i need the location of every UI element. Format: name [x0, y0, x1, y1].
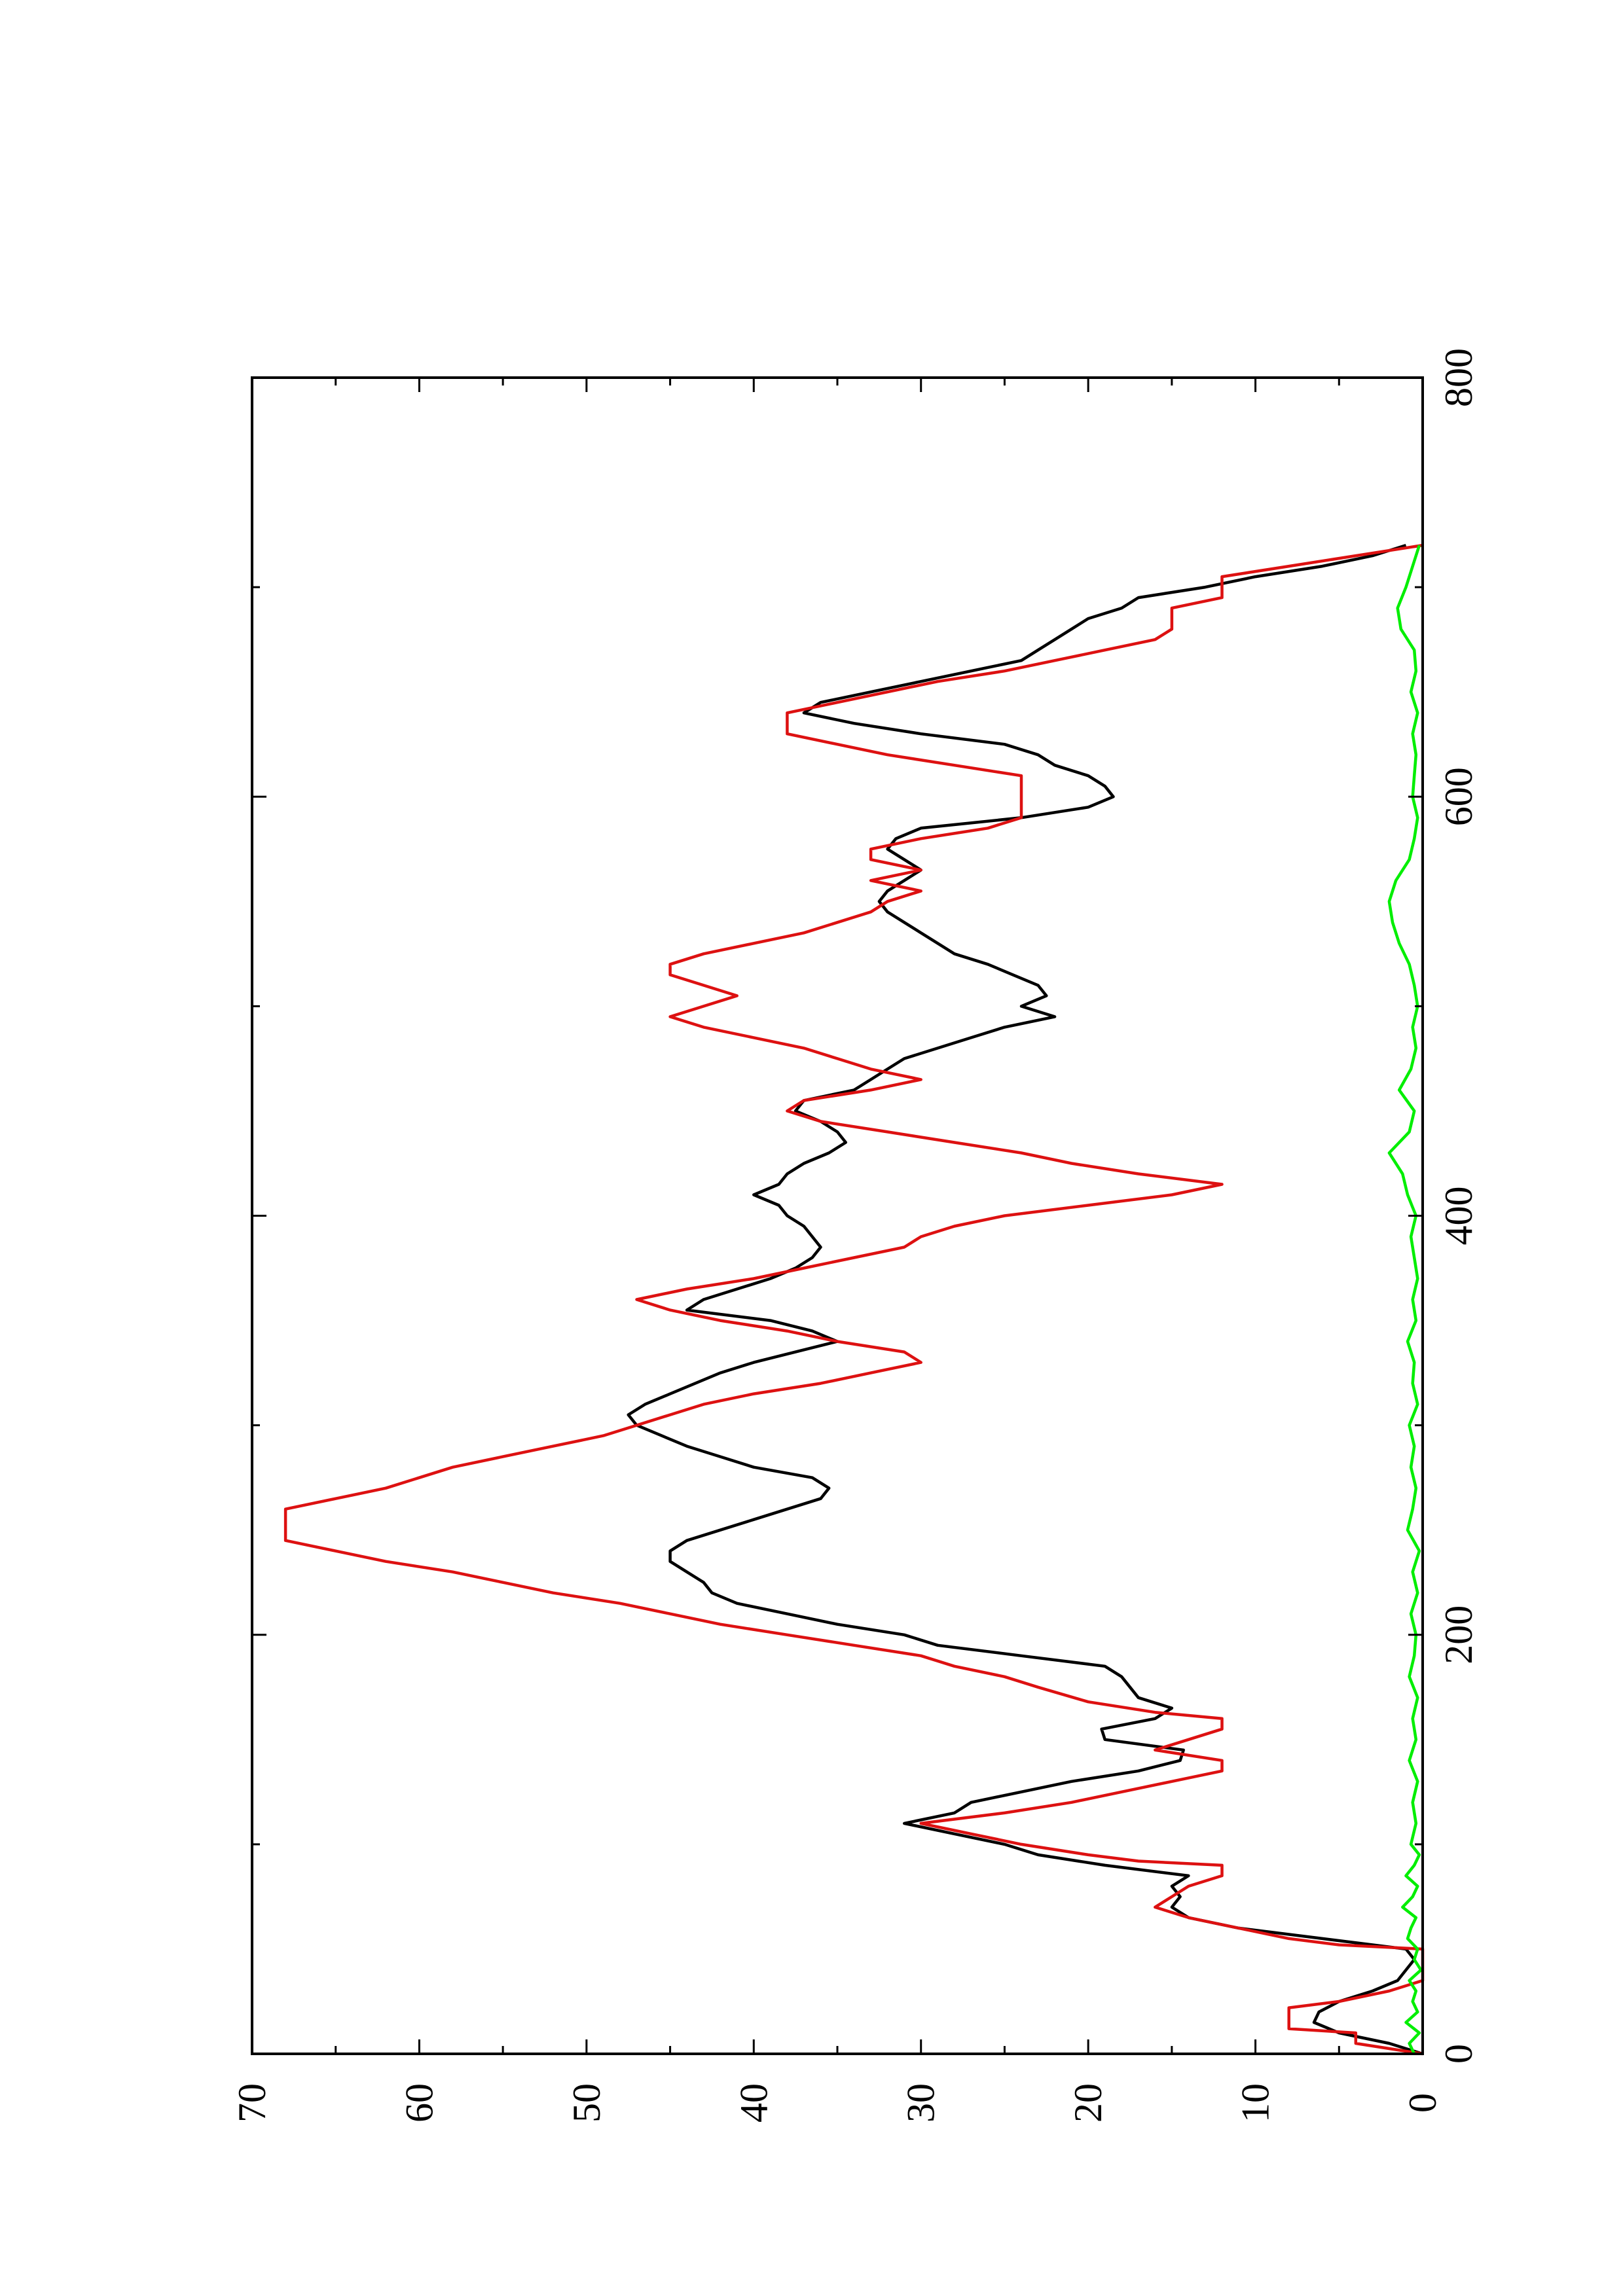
x-tick-label: 200: [1437, 1605, 1480, 1664]
y-tick-label: 60: [397, 2083, 441, 2123]
x-tick-label: 800: [1437, 348, 1480, 407]
plot-frame: [251, 376, 1424, 2055]
tick-layer: [251, 376, 1424, 2055]
series-layer: [283, 543, 1425, 2056]
series-3-line: [1387, 545, 1423, 2054]
x-tick-label: 0: [1437, 2044, 1480, 2064]
y-tick-label: 70: [230, 2083, 274, 2123]
y-tick-label: 30: [900, 2083, 943, 2123]
y-tick-label: 20: [1067, 2083, 1110, 2123]
label-layer: 0 200 400 600 800 0 10 20 30 40 50 60 70: [230, 348, 1480, 2123]
series-2-line: [283, 543, 1425, 2056]
x-tick-label: 400: [1437, 1187, 1480, 1246]
y-tick-label: 50: [565, 2083, 608, 2123]
y-tick-label: 10: [1234, 2083, 1277, 2123]
series-1-line: [627, 543, 1423, 2056]
y-tick-label: 0: [1401, 2093, 1444, 2113]
x-tick-label: 600: [1437, 767, 1480, 826]
y-tick-label: 40: [732, 2083, 775, 2123]
